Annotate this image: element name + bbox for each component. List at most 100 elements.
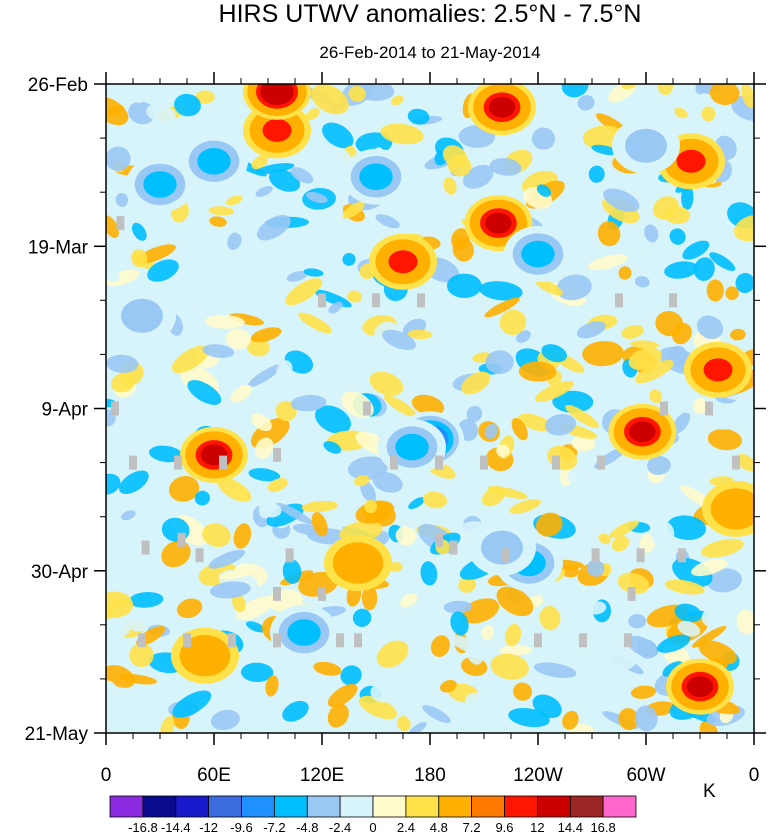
anomaly-feature [243,84,311,120]
anomaly-texture-blob [505,623,522,647]
anomaly-texture-blob [730,328,746,341]
anomaly-texture-blob [250,413,272,432]
anomaly-texture-blob [327,703,349,728]
missing-data-marker [183,633,191,648]
colorbar-swatch [241,795,275,818]
colorbar-level-label: 7.2 [463,820,481,834]
anomaly-texture-blob [267,478,288,492]
anomaly-texture-blob [227,232,242,250]
anomaly-texture-blob [313,661,342,676]
y-tick-label: 30-Apr [31,562,89,583]
anomaly-texture-blob [208,206,235,216]
missing-data-marker [354,633,362,648]
anomaly-texture-blob [306,191,328,204]
anomaly-texture-blob [662,661,684,677]
anomaly-texture-blob [146,104,177,124]
anomaly-texture-blob [168,476,200,502]
colorbar-swatch [142,795,177,818]
anomaly-texture-blob [361,585,378,611]
anomaly-texture-blob [161,540,191,568]
anomaly-contour [395,433,429,461]
anomaly-texture-blob [364,499,378,514]
anomaly-texture-blob [709,84,740,106]
anomaly-texture-blob [611,535,630,552]
plot-area [106,84,754,733]
anomaly-texture-blob [533,662,577,678]
anomaly-feature [243,102,311,159]
anomaly-texture-blob [119,470,149,495]
anomaly-texture-blob [217,477,252,502]
anomaly-texture-blob [552,390,594,413]
missing-data-marker [116,216,125,231]
colorbar-swatch [405,795,440,818]
anomaly-texture-blob [340,665,362,686]
anomaly-texture-blob [741,84,754,109]
y-tick-label: 19-Mar [28,237,89,258]
anomaly-texture-blob [118,673,158,685]
anomaly-texture-blob [422,705,451,723]
anomaly-texture-blob [458,576,477,593]
anomaly-feature [684,341,752,398]
anomaly-texture-blob [598,672,614,688]
missing-data-marker [363,401,371,416]
anomaly-texture-blob [443,600,472,614]
anomaly-texture-blob [621,324,644,339]
anomaly-texture-blob [395,526,417,546]
missing-data-marker [273,447,281,462]
missing-data-marker [336,633,344,648]
anomaly-texture-blob [562,710,579,730]
anomaly-texture-blob [706,568,742,593]
anomaly-texture-blob [657,84,674,95]
anomaly-texture-blob [484,423,498,439]
anomaly-texture-blob [696,315,724,340]
colorbar-level-label: -9.6 [230,820,252,834]
anomaly-texture-blob [106,704,120,719]
anomaly-texture-blob [328,301,343,314]
anomaly-contour [359,163,393,190]
anomaly-texture-blob [588,165,605,183]
colorbar-level-label: -14.4 [161,820,191,834]
anomaly-texture-blob [240,662,274,683]
anomaly-feature [702,480,754,537]
anomaly-texture-blob [106,105,125,116]
anomaly-texture-blob [518,361,557,382]
anomaly-contour [197,148,231,175]
anomaly-texture-blob [249,396,264,417]
anomaly-texture-blob [511,417,528,441]
anomaly-texture-blob [176,598,203,619]
anomaly-texture-blob [247,364,282,388]
anomaly-texture-blob [209,216,227,227]
anomaly-texture-blob [440,679,457,693]
colorbar-level-label: -7.2 [263,820,285,834]
missing-data-marker [228,633,236,648]
anomaly-texture-blob [230,384,252,403]
anomaly-texture-blob [499,309,527,336]
anomaly-texture-blob [352,608,372,627]
anomaly-texture-blob [256,214,291,241]
colorbar-level-label: 4.8 [430,820,448,834]
anomaly-contour [264,84,290,102]
anomaly-texture-blob [725,286,739,301]
anomaly-feature [666,658,734,715]
anomaly-texture-blob [312,724,340,733]
anomaly-texture-blob [314,405,352,434]
anomaly-texture-blob [232,593,246,613]
colorbar-swatch [109,795,144,818]
anomaly-texture-blob [576,321,606,339]
anomaly-feature [108,287,176,344]
anomaly-texture-blob [513,682,533,701]
anomaly-texture-blob [301,500,339,513]
anomaly-texture-blob [465,692,501,711]
anomaly-feature-layer [108,84,754,715]
anomaly-texture-blob [609,520,639,538]
anomaly-texture-blob [706,279,724,302]
missing-data-marker [318,293,326,308]
anomaly-texture-blob [644,224,659,243]
anomaly-texture-blob [397,715,411,732]
missing-data-marker [660,401,668,416]
missing-data-marker [732,455,740,470]
anomaly-texture-blob [383,394,418,418]
anomaly-texture-blob [604,470,639,490]
anomaly-texture-blob [649,389,663,404]
missing-data-marker [138,633,146,648]
